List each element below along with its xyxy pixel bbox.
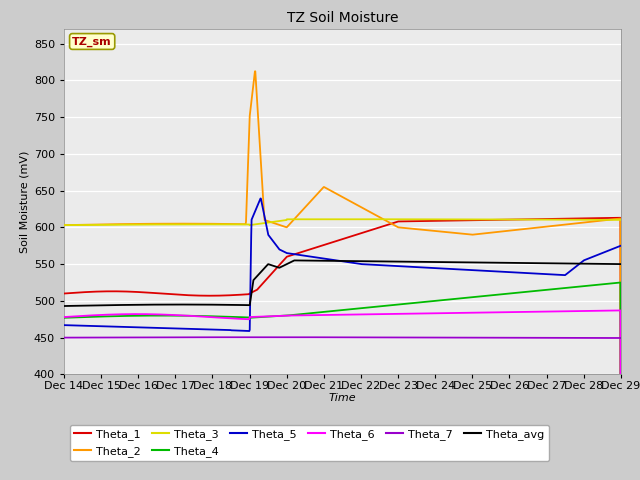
Y-axis label: Soil Moisture (mV): Soil Moisture (mV) bbox=[20, 150, 29, 253]
Text: TZ_sm: TZ_sm bbox=[72, 36, 112, 47]
Legend: Theta_1, Theta_2, Theta_3, Theta_4, Theta_5, Theta_6, Theta_7, Theta_avg: Theta_1, Theta_2, Theta_3, Theta_4, Thet… bbox=[70, 425, 549, 461]
X-axis label: Time: Time bbox=[328, 393, 356, 403]
Title: TZ Soil Moisture: TZ Soil Moisture bbox=[287, 11, 398, 25]
